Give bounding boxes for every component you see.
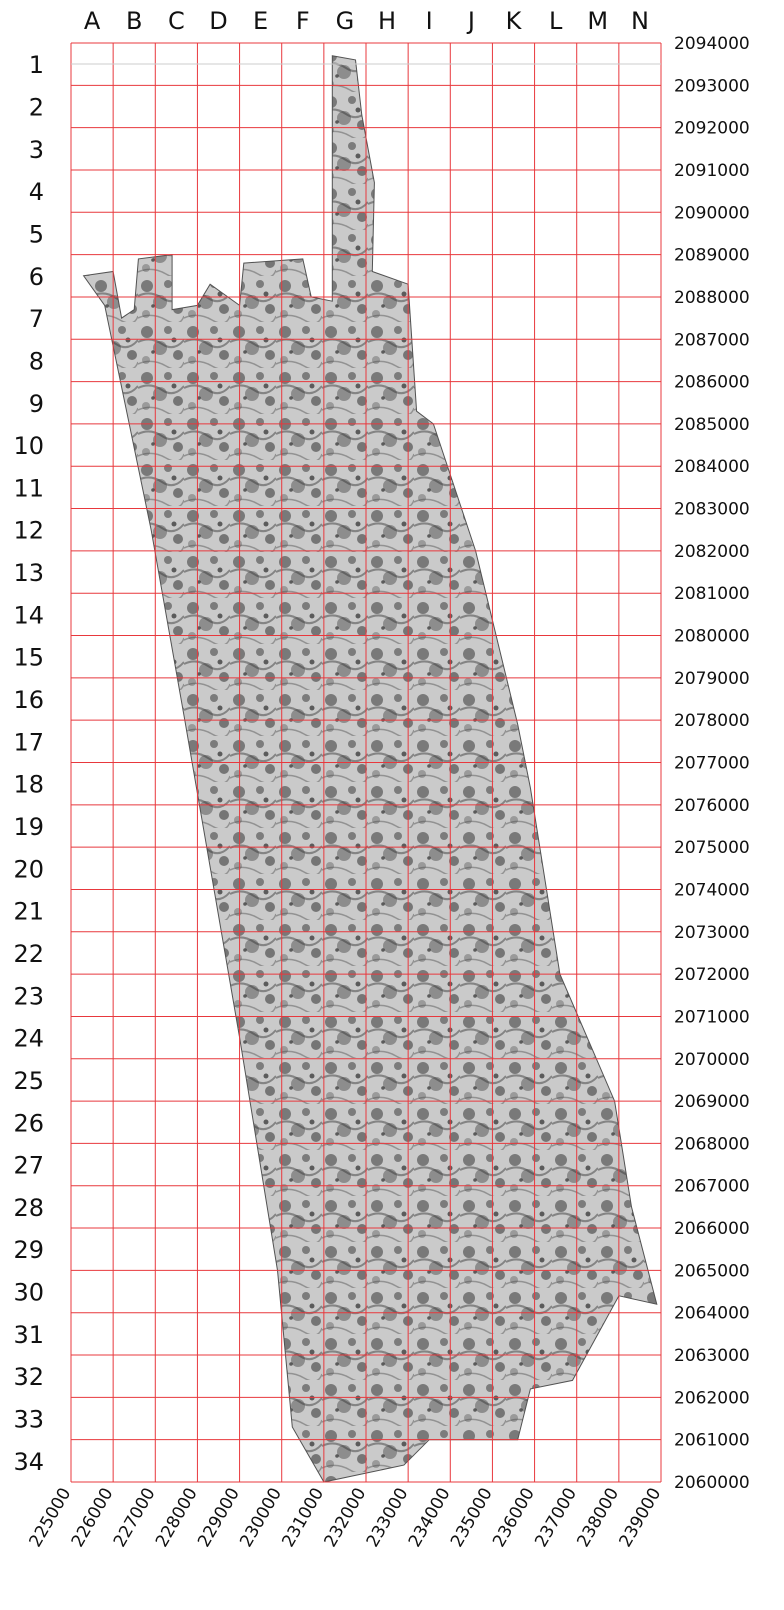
column-label: H: [378, 7, 396, 35]
row-label: 22: [13, 940, 44, 968]
column-label: M: [587, 7, 608, 35]
northing-label: 2077000: [674, 754, 750, 774]
row-label: 34: [13, 1448, 44, 1476]
northing-label: 2067000: [674, 1177, 750, 1197]
northing-label: 2075000: [674, 838, 750, 858]
northing-label: 2073000: [674, 923, 750, 943]
column-label: A: [84, 7, 101, 35]
northing-label: 2070000: [674, 1050, 750, 1070]
column-label: F: [296, 7, 310, 35]
row-label: 23: [13, 982, 44, 1010]
survey-area-shade: [83, 55, 657, 1483]
northing-label: 2084000: [674, 457, 750, 477]
northing-label: 2080000: [674, 627, 750, 647]
row-label: 30: [13, 1279, 44, 1307]
row-label: 1: [29, 51, 44, 79]
row-label: 5: [29, 220, 44, 248]
row-label: 29: [13, 1236, 44, 1264]
row-label: 6: [29, 263, 44, 291]
northing-label: 2085000: [674, 415, 750, 435]
row-label: 12: [13, 517, 44, 545]
northing-label: 2069000: [674, 1092, 750, 1112]
easting-labels: 2250002260002270002280002290002300002310…: [26, 1485, 666, 1551]
row-label: 7: [29, 305, 44, 333]
northing-label: 2062000: [674, 1388, 750, 1408]
northing-label: 2083000: [674, 500, 750, 520]
northing-label: 2093000: [674, 76, 750, 96]
survey-area-layer: [82, 55, 658, 1483]
northing-label: 2078000: [674, 711, 750, 731]
row-label: 2: [29, 93, 44, 121]
row-label: 17: [13, 728, 44, 756]
northing-label: 2087000: [674, 330, 750, 350]
northing-label: 2088000: [674, 288, 750, 308]
row-number-labels: 1234567891011121314151617181920212223242…: [13, 51, 44, 1476]
row-label: 10: [13, 432, 44, 460]
northing-label: 2063000: [674, 1346, 750, 1366]
column-label: L: [549, 7, 563, 35]
column-label: J: [466, 7, 475, 35]
row-label: 11: [13, 474, 44, 502]
northing-label: 2064000: [674, 1304, 750, 1324]
row-label: 20: [13, 855, 44, 883]
northing-label: 2074000: [674, 880, 750, 900]
row-label: 26: [13, 1109, 44, 1137]
row-label: 9: [29, 390, 44, 418]
column-label: B: [126, 7, 142, 35]
survey-area-relief: [82, 55, 658, 1483]
row-label: 27: [13, 1152, 44, 1180]
row-label: 28: [13, 1194, 44, 1222]
row-label: 3: [29, 136, 44, 164]
row-label: 25: [13, 1067, 44, 1095]
northing-label: 2081000: [674, 584, 750, 604]
northing-label: 2094000: [674, 34, 750, 54]
northing-label: 2082000: [674, 542, 750, 562]
northing-labels: 2094000 2093000 2092000 2091000 2090000 20890…: [674, 34, 750, 1493]
northing-label: 2089000: [674, 246, 750, 266]
row-label: 24: [13, 1025, 44, 1053]
column-label: D: [209, 7, 227, 35]
row-label: 15: [13, 644, 44, 672]
row-label: 18: [13, 771, 44, 799]
column-label: G: [336, 7, 355, 35]
row-label: 33: [13, 1406, 44, 1434]
row-label: 13: [13, 559, 44, 587]
northing-label: 2060000: [674, 1473, 750, 1493]
row-label: 4: [29, 178, 44, 206]
column-label: N: [631, 7, 649, 35]
northing-label: 2090000: [674, 203, 750, 223]
northing-label: 2061000: [674, 1431, 750, 1451]
northing-label: 2071000: [674, 1007, 750, 1027]
northing-label: 2065000: [674, 1261, 750, 1281]
northing-label: 2068000: [674, 1134, 750, 1154]
row-label: 31: [13, 1321, 44, 1349]
grid-lines: [70, 42, 662, 1483]
column-label: E: [253, 7, 268, 35]
northing-label: 2091000: [674, 161, 750, 181]
column-label: K: [506, 7, 523, 35]
row-label: 19: [13, 813, 44, 841]
row-label: 32: [13, 1363, 44, 1391]
row-label: 16: [13, 686, 44, 714]
northing-label: 2072000: [674, 965, 750, 985]
row-label: 21: [13, 898, 44, 926]
northing-label: 2079000: [674, 669, 750, 689]
column-label: C: [168, 7, 185, 35]
row-label: 8: [29, 347, 44, 375]
northing-label: 2092000: [674, 119, 750, 139]
northing-label: 2086000: [674, 373, 750, 393]
northing-label: 2066000: [674, 1219, 750, 1239]
row-label: 14: [13, 601, 44, 629]
column-label: I: [426, 7, 433, 35]
northing-label: 2076000: [674, 796, 750, 816]
